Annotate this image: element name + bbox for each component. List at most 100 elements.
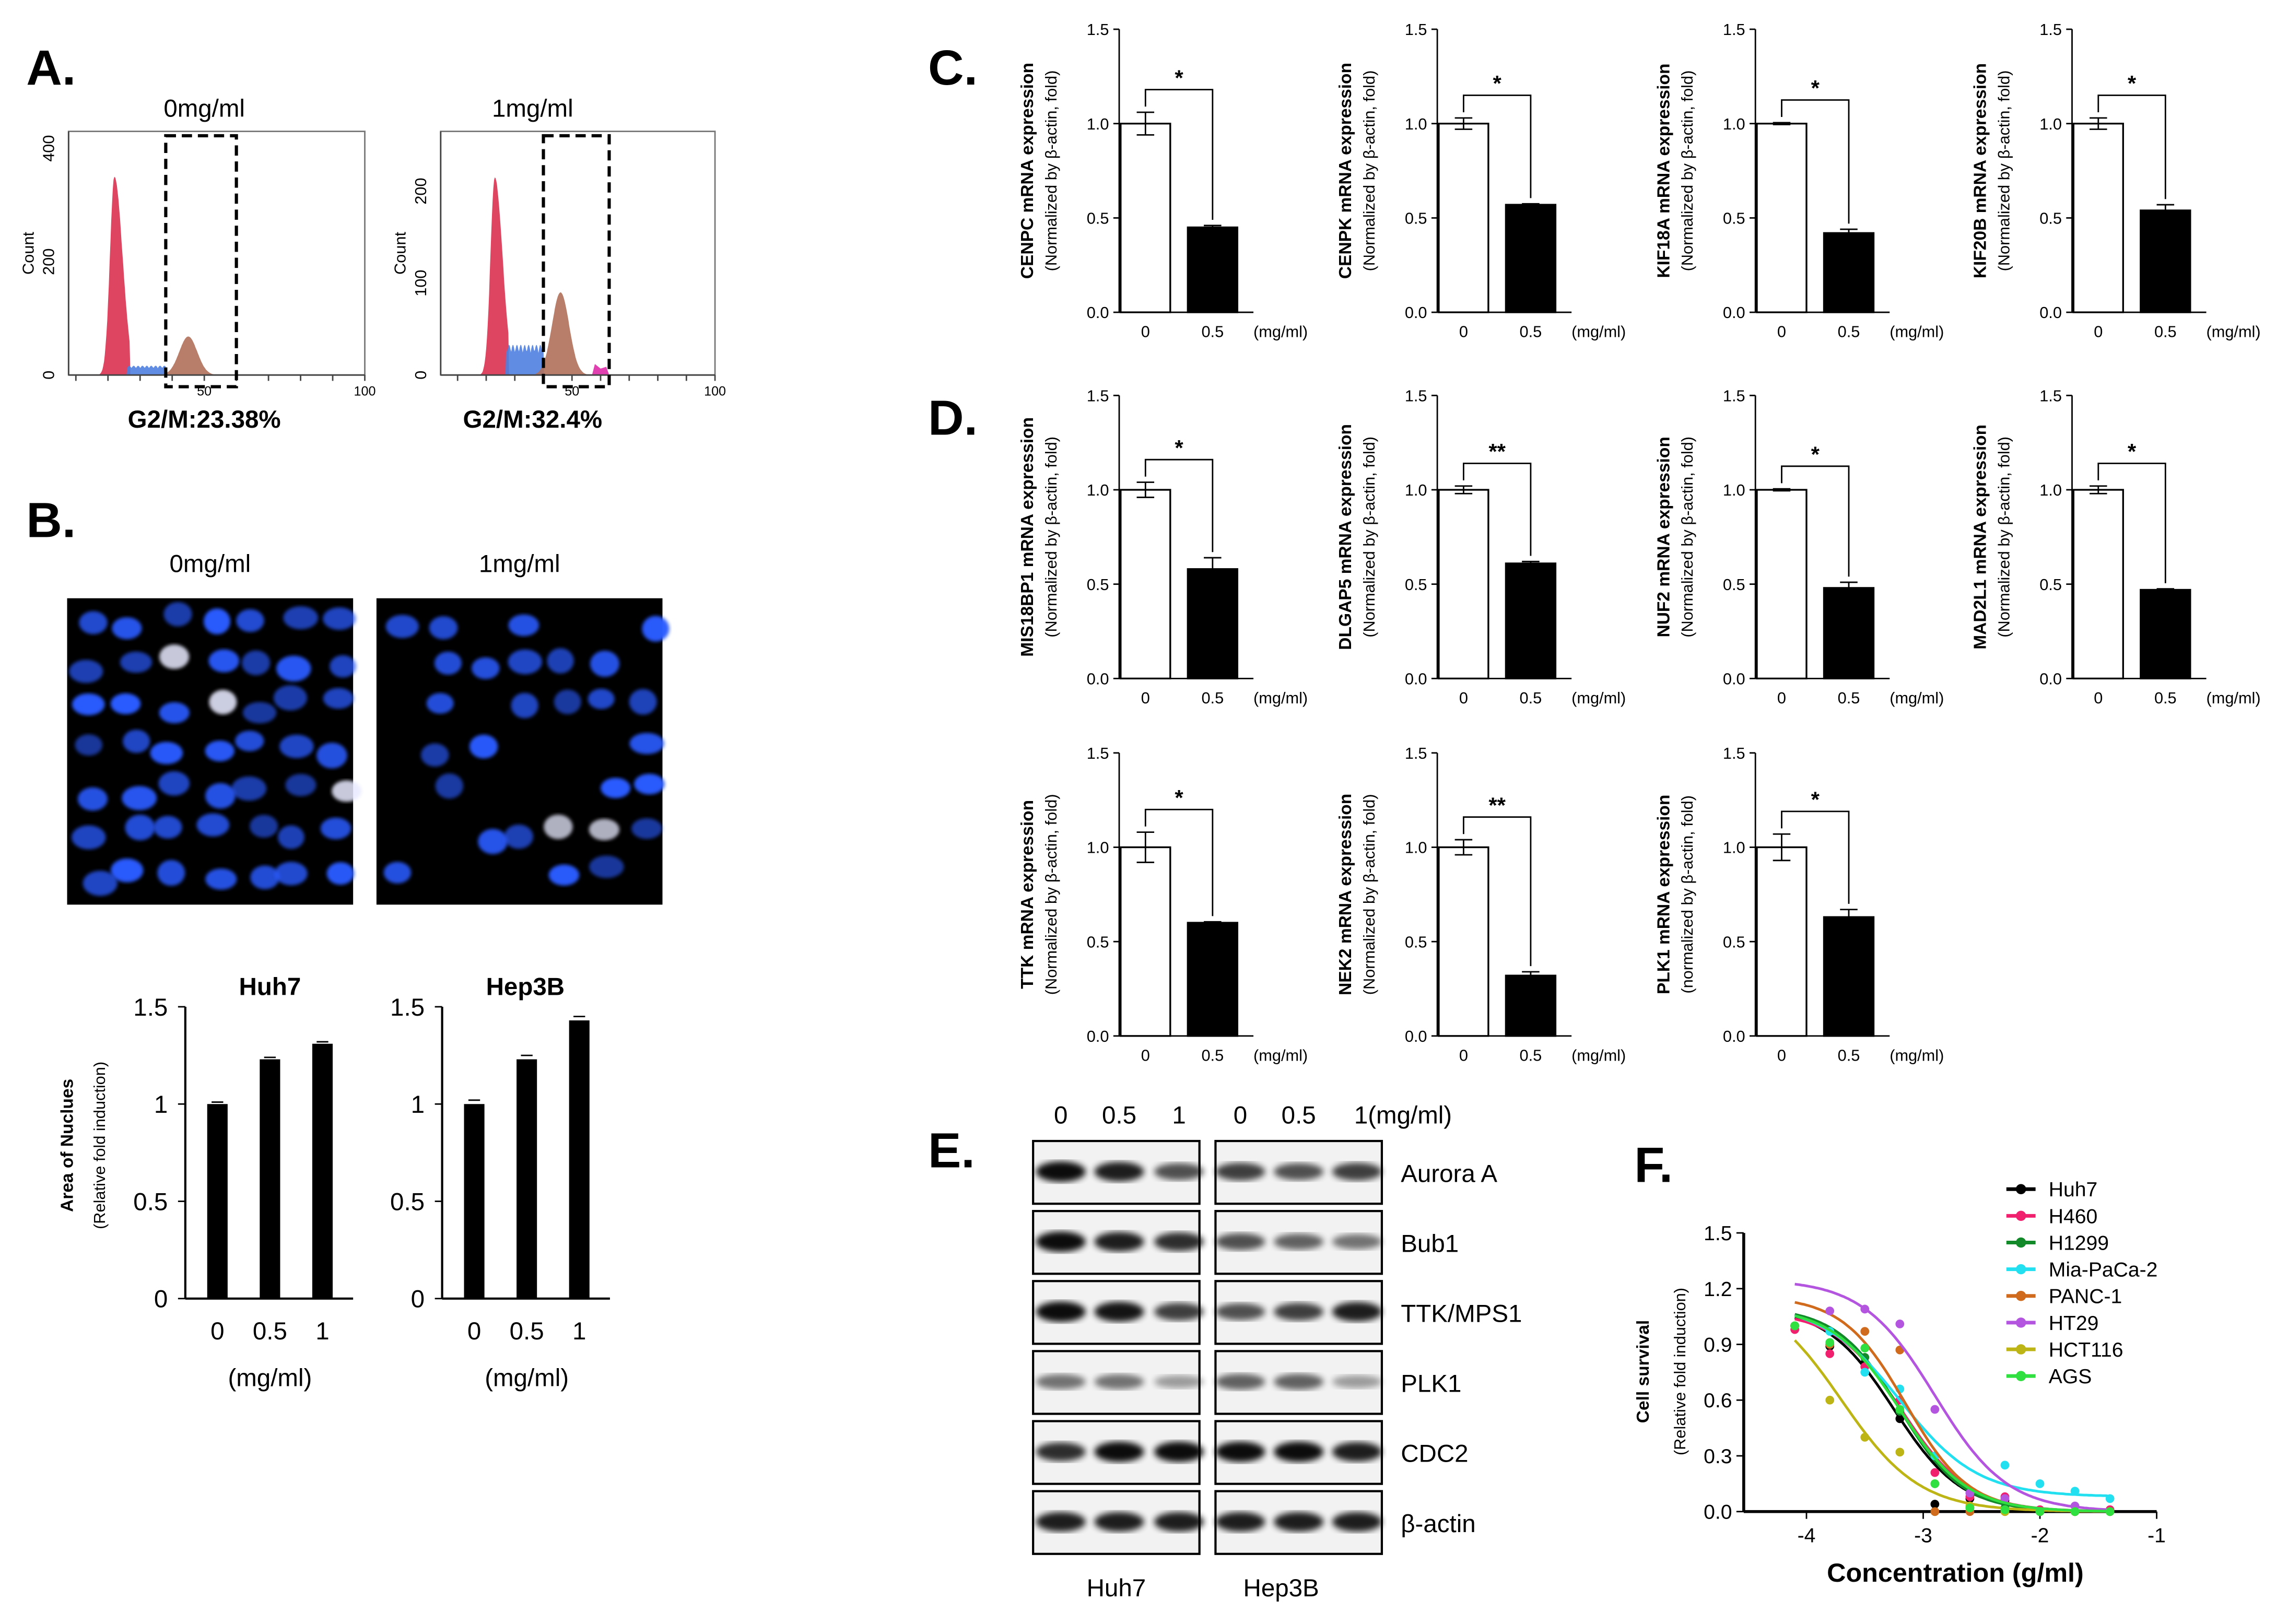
protein-band [1332, 1512, 1382, 1532]
x-tick-label: -1 [2148, 1524, 2166, 1547]
y-tick-label: 0.0 [1405, 670, 1427, 688]
error-bar [1522, 971, 1540, 980]
legend-item-huh7: Huh7 [2006, 1179, 2097, 1201]
x-unit-label: (mg/ml) [1890, 1046, 1944, 1064]
y-tick-label: 0.0 [1087, 1027, 1109, 1045]
nucleus [547, 648, 574, 674]
bar [517, 1059, 537, 1299]
y-tick-label: 0.5 [1087, 209, 1109, 228]
x-tick-label: 0.5 [2154, 323, 2177, 341]
x-unit-label: (mg/ml) [1571, 1046, 1626, 1064]
mrna-chart-ttk: 0.0 0.5 1.0 1.5 TTK mRNA expression (Normaliz… [1018, 744, 1308, 1064]
nucleus [283, 606, 319, 630]
nucleus [77, 787, 108, 811]
nucleus [75, 734, 103, 756]
y-tick-label: 1.5 [2039, 386, 2062, 405]
x-unit-label: (mg/ml) [228, 1364, 312, 1392]
bar [207, 1104, 228, 1299]
y-tick-label: 1.5 [1405, 20, 1427, 39]
nucleus [203, 608, 231, 634]
y-axis-label-sub: (Normalized by β-actin, fold) [1360, 70, 1378, 272]
protein-band [1274, 1302, 1324, 1321]
nucleus [285, 774, 316, 796]
significance-marker: ** [1488, 793, 1506, 817]
nucleus [511, 692, 538, 719]
histogram-frame [440, 131, 716, 376]
y-tick-label: 0.5 [2039, 575, 2062, 594]
blot-aurora-a: Aurora A [1032, 1139, 1497, 1205]
y-tick-label: 1.5 [1723, 744, 1745, 762]
panel-label-a: A. [26, 40, 76, 96]
nucleus [159, 644, 190, 669]
nucleus [196, 813, 230, 837]
panel-label-b: B. [26, 492, 76, 548]
legend-marker [2015, 1290, 2026, 1301]
y-axis-label: Count [19, 231, 37, 274]
y-tick-label: 200 [412, 178, 430, 204]
panel-label-f: F. [1634, 1137, 1673, 1193]
nucleus [478, 829, 508, 854]
significance-marker: * [1175, 785, 1183, 810]
data-point-ags [1930, 1479, 1940, 1488]
nucleus [435, 773, 464, 799]
lane-label: 0.5 [1102, 1102, 1136, 1129]
nucleus [250, 865, 280, 889]
protein-band [1274, 1233, 1324, 1250]
y-tick-label: 1.5 [1704, 1222, 1732, 1245]
x-tick-label: 0 [1459, 689, 1468, 707]
protein-band [1094, 1441, 1144, 1462]
nucleus [634, 773, 665, 795]
legend-marker [2015, 1317, 2026, 1328]
nucleus [159, 702, 190, 724]
y-tick-label: 1.5 [1405, 386, 1427, 405]
panel-label-e: E. [928, 1123, 975, 1178]
nucleus [208, 649, 240, 673]
y-tick-label: 0.5 [133, 1188, 168, 1216]
y-axis-label-sub: (Normalized by β-actin, fold) [1042, 794, 1060, 995]
nucleus [471, 657, 500, 679]
x-tick-label: 0.5 [1838, 323, 1860, 341]
protein-band [1274, 1373, 1324, 1390]
y-axis-label-sub: (Normalized by β-actin, fold) [1360, 794, 1378, 995]
x-unit-label: (mg/ml) [2207, 323, 2261, 341]
y-axis-label-sub: (Normalized by β-actin, fold) [1994, 437, 2013, 638]
protein-label: Aurora A [1401, 1160, 1497, 1187]
protein-band [1094, 1232, 1144, 1252]
protein-band [1036, 1442, 1086, 1462]
y-tick-label: 0.5 [1405, 209, 1427, 228]
bar-treated [1187, 226, 1238, 313]
error-bar [1204, 921, 1222, 925]
y-tick-label: 1.0 [2039, 115, 2062, 133]
error-bar [1522, 560, 1540, 566]
image-title: 0mg/ml [170, 550, 251, 578]
bar-control [1120, 489, 1171, 680]
mrna-chart-mad2l1: 0.0 0.5 1.0 1.5 MAD2L1 mRNA expression (Norma… [1971, 386, 2261, 707]
nucleus [330, 655, 356, 678]
protein-band [1215, 1162, 1265, 1181]
y-tick-label: 0.0 [1087, 670, 1109, 688]
significance-marker: * [1175, 436, 1183, 460]
nucleus [332, 780, 362, 802]
nucleus [72, 693, 105, 715]
nucleus [69, 660, 103, 683]
y-tick-label: 1.0 [1405, 839, 1427, 857]
legend-label: HCT116 [2049, 1339, 2123, 1361]
significance-marker: * [2128, 71, 2137, 96]
data-point-huh7 [1895, 1414, 1905, 1423]
protein-band [1094, 1162, 1144, 1182]
legend-marker [2015, 1184, 2026, 1195]
lane-label: 0.5 [1282, 1102, 1316, 1129]
nucleus [72, 825, 106, 850]
g2m-gate [164, 134, 238, 389]
protein-band [1332, 1302, 1382, 1322]
mrna-chart-plk1: 0.0 0.5 1.0 1.5 PLK1 mRNA expression (normali… [1654, 744, 1944, 1064]
nucleus [276, 655, 311, 682]
bar [312, 1043, 333, 1299]
data-point-mia-paca-2 [2105, 1494, 2115, 1503]
error-bar [1773, 833, 1791, 862]
chart-title: Huh7 [239, 973, 301, 1001]
x-tick-label: 0 [1459, 1046, 1468, 1064]
bar-treated [1187, 568, 1238, 680]
